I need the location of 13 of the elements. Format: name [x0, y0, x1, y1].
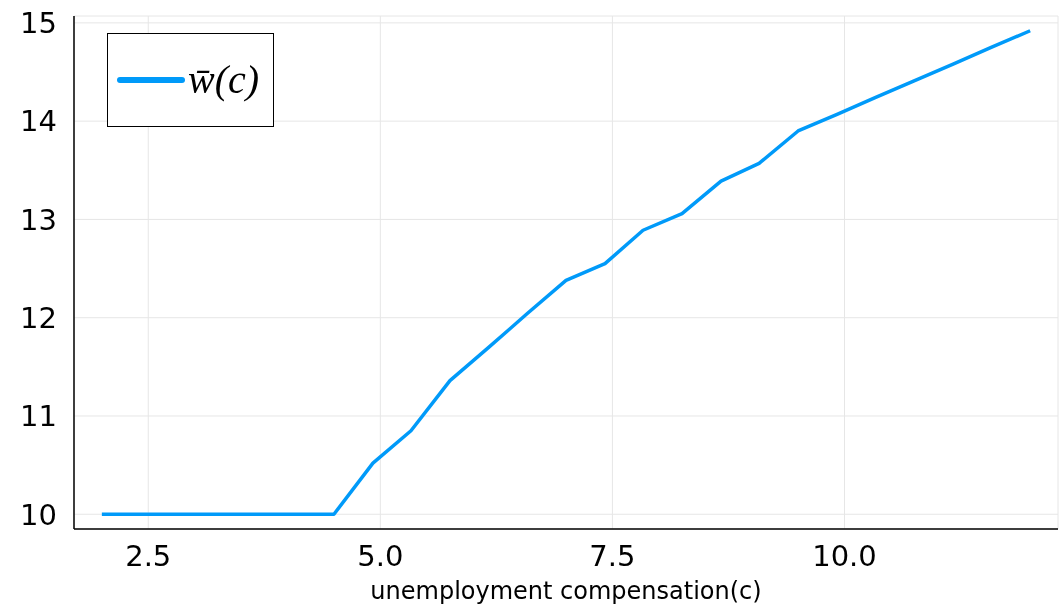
y-tick-label: 10 [20, 497, 57, 532]
y-tick-label: 15 [20, 6, 57, 41]
x-axis-title: unemployment compensation(c) [370, 577, 762, 605]
line-series [100, 28, 1032, 517]
x-tick-label: 2.5 [125, 538, 172, 573]
x-tick-label: 10.0 [812, 538, 877, 573]
y-tick-label: 11 [20, 399, 57, 434]
y-tick-label: 13 [20, 202, 57, 237]
legend-label: w̄(c) [188, 56, 260, 104]
x-tick-label: 7.5 [589, 538, 636, 573]
y-tick-label: 12 [20, 301, 57, 335]
x-tick-label: 5.0 [357, 538, 404, 573]
y-tick-label: 14 [20, 104, 57, 139]
